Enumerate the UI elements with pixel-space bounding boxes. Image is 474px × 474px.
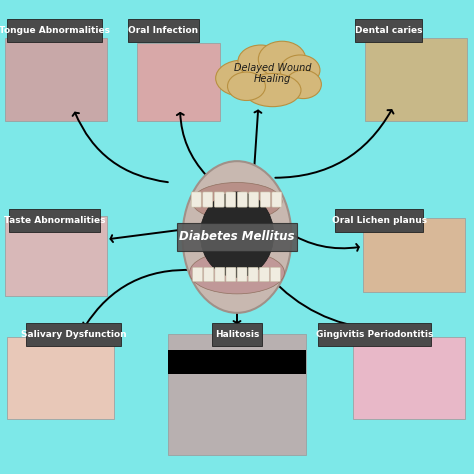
FancyBboxPatch shape: [26, 323, 121, 346]
Ellipse shape: [228, 72, 265, 100]
FancyBboxPatch shape: [226, 267, 236, 282]
Ellipse shape: [182, 161, 292, 313]
FancyBboxPatch shape: [191, 192, 201, 207]
Text: Taste Abnormalities: Taste Abnormalities: [4, 216, 105, 225]
FancyBboxPatch shape: [7, 19, 102, 42]
FancyBboxPatch shape: [204, 267, 214, 282]
Text: Halitosis: Halitosis: [215, 330, 259, 338]
FancyBboxPatch shape: [5, 38, 107, 121]
Ellipse shape: [244, 73, 301, 107]
FancyBboxPatch shape: [336, 209, 423, 232]
Text: Oral Lichen planus: Oral Lichen planus: [332, 216, 427, 225]
Text: Diabetes Mellitus: Diabetes Mellitus: [179, 230, 295, 244]
FancyBboxPatch shape: [249, 192, 259, 207]
Ellipse shape: [190, 251, 284, 294]
Ellipse shape: [258, 41, 306, 77]
Text: Salivary Dysfunction: Salivary Dysfunction: [21, 330, 126, 338]
FancyBboxPatch shape: [248, 267, 258, 282]
FancyBboxPatch shape: [270, 267, 281, 282]
FancyBboxPatch shape: [272, 192, 282, 207]
FancyBboxPatch shape: [356, 19, 422, 42]
Text: Gingivitis Periodontitis: Gingivitis Periodontitis: [316, 330, 433, 338]
FancyBboxPatch shape: [215, 267, 225, 282]
FancyBboxPatch shape: [353, 337, 465, 419]
Ellipse shape: [200, 192, 274, 277]
FancyBboxPatch shape: [168, 334, 306, 455]
FancyBboxPatch shape: [192, 267, 202, 282]
Text: Dental caries: Dental caries: [355, 27, 422, 35]
FancyBboxPatch shape: [226, 192, 236, 207]
FancyBboxPatch shape: [137, 43, 220, 121]
Ellipse shape: [192, 182, 282, 220]
FancyBboxPatch shape: [9, 209, 100, 232]
FancyBboxPatch shape: [168, 350, 306, 374]
FancyBboxPatch shape: [259, 267, 269, 282]
FancyBboxPatch shape: [7, 337, 114, 419]
FancyBboxPatch shape: [318, 323, 431, 346]
FancyBboxPatch shape: [203, 192, 213, 207]
Text: Oral Infection: Oral Infection: [128, 27, 199, 35]
FancyBboxPatch shape: [214, 192, 224, 207]
Ellipse shape: [216, 60, 268, 96]
Ellipse shape: [238, 45, 283, 78]
FancyBboxPatch shape: [260, 192, 270, 207]
Ellipse shape: [285, 70, 321, 99]
Text: Delayed Wound
Healing: Delayed Wound Healing: [234, 63, 311, 84]
FancyBboxPatch shape: [5, 216, 107, 296]
FancyBboxPatch shape: [363, 218, 465, 292]
FancyBboxPatch shape: [237, 192, 247, 207]
FancyBboxPatch shape: [176, 223, 298, 251]
Ellipse shape: [280, 55, 320, 85]
FancyBboxPatch shape: [237, 267, 247, 282]
Text: Tongue Abnormalities: Tongue Abnormalities: [0, 27, 110, 35]
FancyBboxPatch shape: [365, 38, 467, 121]
FancyBboxPatch shape: [212, 323, 262, 346]
FancyBboxPatch shape: [128, 19, 199, 42]
